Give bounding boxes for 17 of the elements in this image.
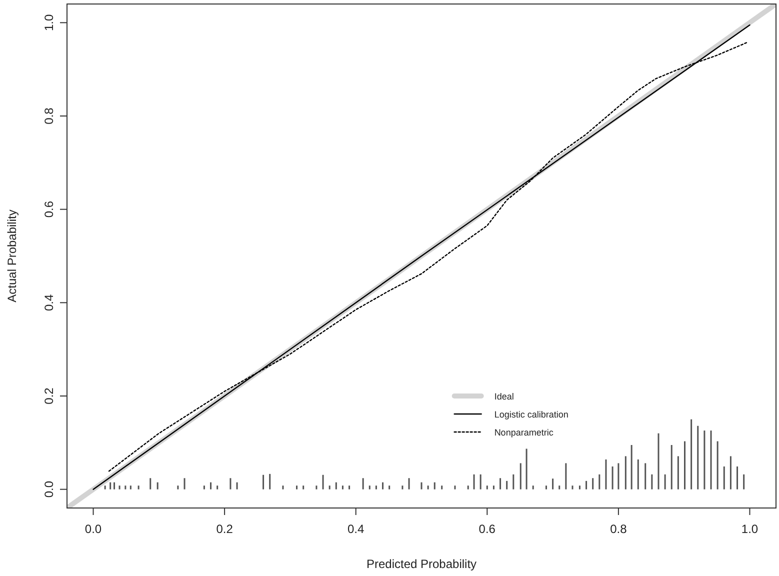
y-tick-label: 0.4: [42, 294, 56, 312]
legend-label: Nonparametric: [494, 428, 554, 438]
y-tick-label: 1.0: [42, 14, 56, 32]
x-tick-label: 0.2: [216, 522, 234, 536]
y-axis-title: Actual Probability: [5, 210, 19, 302]
x-tick-label: 1.0: [741, 522, 758, 536]
y-tick-label: 0.6: [42, 200, 56, 218]
legend-label: Logistic calibration: [494, 410, 568, 420]
x-tick-label: 0.8: [610, 522, 628, 536]
y-tick-label: 0.0: [42, 480, 56, 498]
y-tick-label: 0.2: [42, 387, 56, 404]
x-axis-title: Predicted Probability: [366, 557, 477, 571]
x-tick-label: 0.0: [84, 522, 102, 536]
y-tick-label: 0.8: [42, 107, 56, 124]
legend-label: Ideal: [494, 392, 514, 402]
x-tick-label: 0.4: [348, 522, 365, 536]
x-tick-label: 0.6: [478, 522, 496, 536]
